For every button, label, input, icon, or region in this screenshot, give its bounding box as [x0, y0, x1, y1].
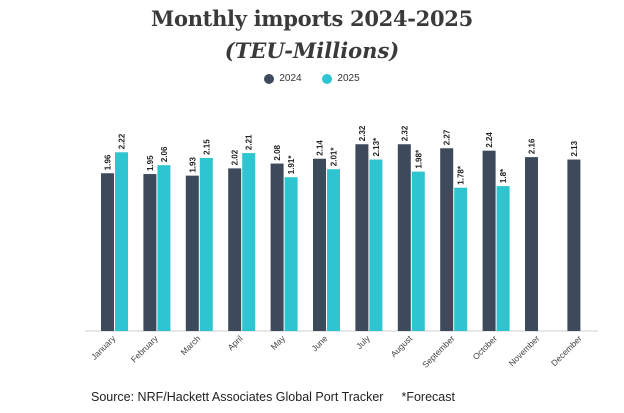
source-note: Source: NRF/Hackett Associates Global Po… — [91, 390, 455, 404]
bar-label-2024-november: 2.16 — [528, 138, 537, 154]
x-tick-label-october: October — [471, 333, 500, 362]
bar-2024-november — [525, 157, 538, 331]
bar-2024-march — [185, 175, 199, 331]
bar-2025-may — [284, 177, 298, 331]
bar-2024-june — [313, 158, 326, 331]
bar-2025-october — [496, 186, 510, 331]
bar-2025-june — [327, 169, 340, 331]
bar-label-2024-march: 1.93 — [188, 157, 197, 173]
bar-label-2025-april: 2.21 — [245, 134, 254, 150]
x-tick-label-november: November — [507, 333, 542, 368]
bar-2024-may — [270, 163, 284, 331]
bar-2024-august — [397, 144, 411, 331]
x-tick-label-august: August — [388, 333, 414, 359]
bar-label-2025-july: 2.13* — [372, 137, 381, 157]
bar-2025-january — [115, 152, 128, 331]
source-text: Source: NRF/Hackett Associates Global Po… — [91, 390, 384, 404]
x-tick-label-february: February — [129, 333, 161, 365]
x-tick-label-march: March — [178, 333, 202, 357]
bar-2025-july — [369, 159, 383, 331]
x-tick-label-july: July — [354, 333, 372, 351]
bar-label-2025-may: 1.91* — [287, 155, 296, 175]
bar-label-2024-june: 2.14 — [316, 140, 325, 156]
x-tick-label-april: April — [226, 333, 245, 352]
bar-label-2025-october: 1.8* — [499, 168, 508, 183]
bar-label-2025-august: 1.98* — [414, 149, 423, 169]
x-tick-label-january: January — [89, 333, 118, 362]
x-tick-label-december: December — [549, 333, 584, 368]
legend-label-2025: 2025 — [337, 73, 360, 84]
bar-2024-january — [101, 173, 114, 331]
forecast-footnote: *Forecast — [401, 390, 455, 404]
bar-label-2025-june: 2.01* — [330, 147, 339, 167]
bar-2025-april — [242, 153, 256, 331]
legend-item-2025: 2025 — [322, 73, 360, 84]
chart-title: Monthly imports 2024-2025 — [151, 6, 473, 31]
bar-label-2024-april: 2.02 — [231, 149, 240, 165]
bar-label-2025-february: 2.06 — [160, 146, 169, 162]
legend-item-2024: 2024 — [264, 73, 302, 84]
bar-label-2025-september: 1.78* — [457, 165, 466, 185]
legend-swatch-2024 — [264, 73, 275, 84]
bar-2024-september — [440, 148, 454, 331]
bar-2025-march — [199, 157, 213, 331]
bar-2024-july — [355, 144, 369, 331]
bar-label-2024-january: 1.96 — [104, 154, 113, 170]
bar-2025-august — [411, 171, 425, 331]
bar-2024-april — [228, 168, 242, 331]
bar-label-2024-october: 2.24 — [485, 132, 494, 148]
bar-2024-february — [143, 174, 157, 331]
bar-label-2024-may: 2.08 — [273, 144, 282, 160]
x-tick-label-june: June — [309, 333, 329, 353]
bar-2024-december — [567, 159, 581, 331]
bar-2025-september — [454, 187, 468, 331]
bar-label-2024-august: 2.32 — [400, 125, 409, 141]
bar-2024-october — [482, 150, 496, 331]
bar-label-2025-march: 2.15 — [202, 139, 211, 155]
legend-swatch-2025 — [322, 73, 333, 84]
bar-label-2024-july: 2.32 — [358, 125, 367, 141]
x-tick-label-may: May — [269, 333, 288, 352]
chart-subtitle: (TEU-Millions) — [224, 38, 400, 63]
bar-label-2024-february: 1.95 — [146, 155, 155, 171]
legend-label-2024: 2024 — [279, 73, 302, 84]
bar-label-2024-december: 2.13 — [570, 140, 579, 156]
x-tick-label-september: September — [420, 333, 457, 370]
bar-label-2025-january: 2.22 — [118, 133, 127, 149]
legend: 2024 2025 — [0, 73, 624, 87]
bar-label-2024-september: 2.27 — [443, 129, 452, 145]
bar-2025-february — [157, 165, 171, 331]
